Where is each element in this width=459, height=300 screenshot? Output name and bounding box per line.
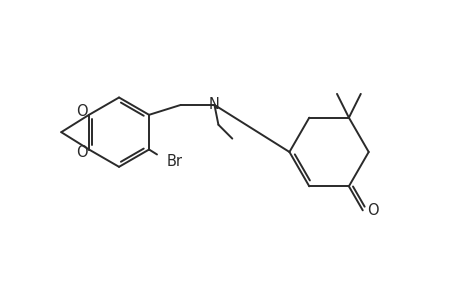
Text: Br: Br [167, 154, 183, 169]
Text: O: O [76, 104, 88, 119]
Text: O: O [76, 145, 88, 160]
Text: N: N [208, 98, 219, 112]
Text: O: O [366, 203, 378, 218]
